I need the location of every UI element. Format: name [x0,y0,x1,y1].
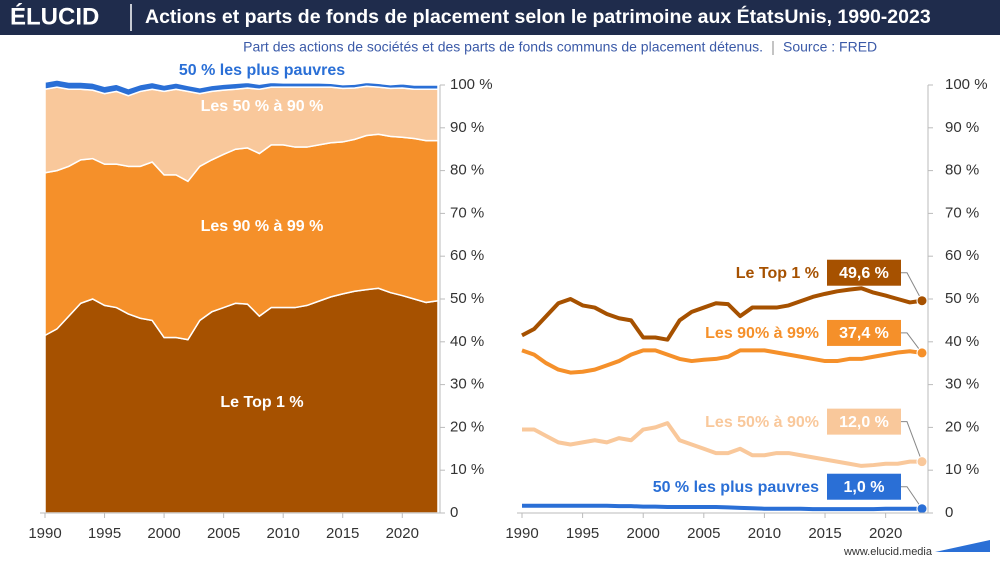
y-tick-label: 70 % [450,204,484,221]
y-tick-label: 10 % [945,461,979,478]
value-box [827,408,901,435]
y-tick-label: 30 % [450,376,484,393]
value-box [827,473,901,500]
source: Source : FRED [783,39,877,55]
series-label: Les 50% à 90% [705,414,819,431]
value-box [827,259,901,286]
x-tick-label: 2010 [748,525,781,542]
x-tick-label: 1990 [505,525,538,542]
y-tick-label: 90 % [450,119,484,136]
end-dot [916,456,928,468]
y-tick-label: 20 % [450,418,484,435]
y-tick-label: 100 % [450,76,493,93]
y-tick-label: 70 % [945,204,979,221]
x-tick-label: 2005 [207,525,240,542]
x-tick-label: 2015 [326,525,359,542]
x-tick-label: 2020 [386,525,419,542]
y-tick-label: 20 % [945,418,979,435]
y-tick-label: 60 % [450,247,484,264]
x-tick-label: 2005 [687,525,720,542]
y-tick-label: 0 [945,504,953,521]
line [522,503,922,512]
value-label: 12,0 % [839,414,889,431]
value-label: 1,0 % [844,479,885,496]
value-box [827,319,901,346]
x-tick-label: 2010 [266,525,299,542]
leader [900,272,923,301]
x-tick-label: 1995 [88,525,121,542]
x-tick-label: 1990 [28,525,61,542]
area-label: 50 % les plus pauvres [179,62,345,79]
leader [900,421,923,462]
footer: www.elucid.media [843,546,933,558]
header-bar [0,0,1000,35]
series-label: 50 % les plus pauvres [653,479,819,496]
y-tick-label: 80 % [450,162,484,179]
end-dot [916,503,928,515]
title: Actions et parts de fonds de placement s… [145,5,931,28]
y-tick-label: 40 % [450,333,484,350]
area-label: Le Top 1 % [220,394,303,411]
line [522,421,922,468]
y-tick-label: 80 % [945,162,979,179]
y-tick-label: 40 % [945,333,979,350]
area [44,79,439,97]
value-label: 49,6 % [839,265,889,282]
y-tick-label: 50 % [945,290,979,307]
area-label: Les 50 % à 90 % [201,98,324,115]
y-tick-label: 0 [450,504,458,521]
y-tick-label: 100 % [945,76,988,93]
area-label: Les 90 % à 99 % [201,218,324,235]
y-tick-label: 60 % [945,247,979,264]
y-tick-label: 30 % [945,376,979,393]
x-tick-label: 2015 [808,525,841,542]
value-label: 37,4 % [839,325,889,342]
x-tick-label: 2000 [147,525,180,542]
y-tick-label: 90 % [945,119,979,136]
end-dot [916,295,928,307]
subtitle: Part des actions de sociétés et des part… [243,39,763,55]
leader [900,486,923,510]
footer-mark [935,540,990,552]
x-tick-label: 2000 [627,525,660,542]
logo: ÉLUCID [10,2,99,30]
leader [900,332,923,354]
x-tick-label: 1995 [566,525,599,542]
series-label: Les 90% à 99% [705,325,819,342]
line [521,286,923,342]
y-tick-label: 50 % [450,290,484,307]
y-tick-label: 10 % [450,461,484,478]
x-tick-label: 2020 [869,525,902,542]
line [521,348,923,375]
end-dot [916,347,928,359]
series-label: Le Top 1 % [736,265,819,282]
